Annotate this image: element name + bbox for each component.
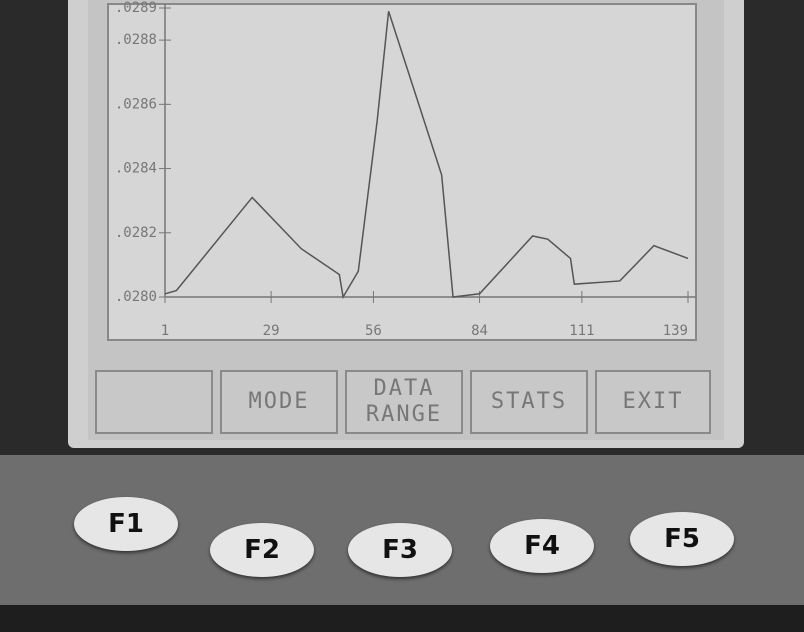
x-tick-label: 56 — [365, 323, 382, 339]
softkey-blank[interactable] — [95, 370, 213, 434]
function-key[interactable]: F4 — [490, 519, 594, 573]
x-tick-label: 111 — [569, 323, 594, 339]
function-key[interactable]: F3 — [348, 523, 452, 577]
function-key[interactable]: F5 — [630, 512, 734, 566]
y-tick-label: .0288 — [115, 32, 157, 48]
y-tick-label: .0286 — [115, 96, 157, 112]
keyboard-edge — [0, 605, 804, 632]
softkey[interactable]: STATS — [470, 370, 588, 434]
y-tick-label: .0284 — [115, 161, 157, 177]
y-tick-label: .0282 — [115, 225, 157, 241]
function-key[interactable]: F2 — [210, 523, 314, 577]
device-photo: .0280 .0282 .0284 .0286 .0288 .0289 1 29 56 84 111… — [0, 0, 804, 632]
y-tick-label: .0280 — [115, 289, 157, 305]
softkey[interactable]: MODE — [220, 370, 338, 434]
x-tick-label: 29 — [263, 323, 280, 339]
function-key[interactable]: F1 — [74, 497, 178, 551]
chart: .0280 .0282 .0284 .0286 .0288 .0289 1 29 56 84 111… — [0, 0, 804, 360]
softkey[interactable]: DATA RANGE — [345, 370, 463, 434]
x-tick-label: 139 — [663, 323, 688, 339]
softkey[interactable]: EXIT — [595, 370, 711, 434]
x-tick-label: 84 — [471, 323, 488, 339]
y-tick-label: .0289 — [115, 0, 157, 16]
x-tick-label: 1 — [161, 323, 169, 339]
